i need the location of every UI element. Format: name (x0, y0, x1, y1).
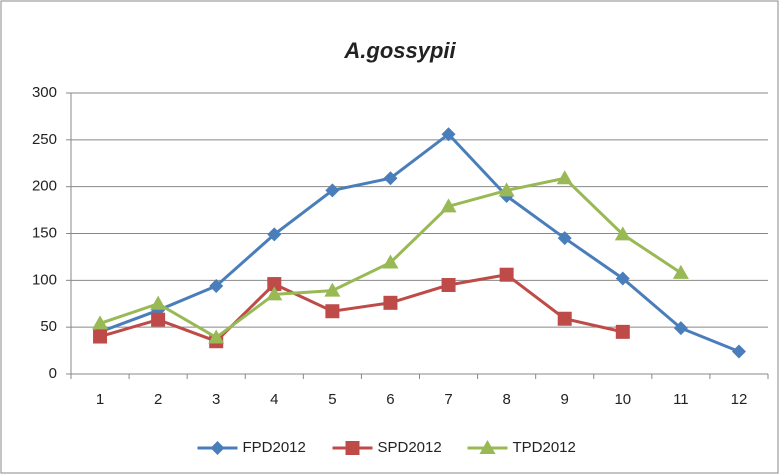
legend-marker (345, 441, 360, 455)
data-point (267, 277, 282, 292)
data-point (440, 198, 457, 213)
x-tick-label: 4 (270, 391, 278, 408)
data-point (615, 271, 630, 286)
data-point (266, 286, 283, 301)
x-tick-label: 8 (502, 391, 510, 408)
data-point (92, 315, 109, 330)
x-tick-label: 3 (212, 391, 220, 408)
data-point (325, 183, 340, 198)
data-point (614, 226, 631, 241)
legend-marker (210, 441, 225, 455)
y-tick-label: 250 (32, 131, 57, 148)
data-point (383, 171, 398, 186)
y-tick-label: 100 (32, 271, 57, 288)
data-point (93, 329, 108, 344)
data-point (557, 231, 572, 246)
data-point (382, 254, 399, 269)
data-point (557, 311, 572, 326)
data-point (441, 127, 456, 142)
data-point (731, 344, 746, 359)
data-point (150, 295, 167, 310)
data-point (325, 304, 340, 319)
data-point (499, 267, 514, 282)
data-point (324, 282, 341, 297)
data-point (383, 295, 398, 310)
legend-marker (479, 440, 496, 454)
legend-label: FPD2012 (243, 439, 306, 456)
legend-label: SPD2012 (378, 439, 442, 456)
data-point (209, 278, 224, 293)
legend-label: TPD2012 (513, 439, 576, 456)
data-point (267, 227, 282, 242)
data-point (208, 329, 225, 344)
x-tick-label: 5 (328, 391, 336, 408)
x-tick-label: 2 (154, 391, 162, 408)
data-point (673, 321, 688, 336)
y-tick-label: 0 (49, 365, 57, 382)
x-tick-label: 12 (731, 391, 748, 408)
y-tick-label: 300 (32, 84, 57, 101)
x-tick-label: 9 (561, 391, 569, 408)
data-point (151, 312, 166, 327)
data-point (441, 278, 456, 293)
data-point (498, 182, 515, 197)
data-point (556, 170, 573, 185)
series-line (99, 273, 624, 343)
series-line (99, 132, 740, 353)
x-tick-label: 11 (673, 391, 689, 408)
y-tick-label: 200 (32, 178, 57, 195)
y-tick-label: 50 (40, 318, 57, 335)
data-point (615, 324, 630, 339)
x-tick-label: 1 (96, 391, 104, 408)
chart-title: A.gossypii (343, 38, 456, 63)
x-tick-label: 10 (614, 391, 631, 408)
data-point (672, 264, 689, 279)
y-tick-label: 150 (32, 224, 57, 241)
x-tick-label: 7 (444, 391, 452, 408)
x-tick-label: 6 (386, 391, 394, 408)
